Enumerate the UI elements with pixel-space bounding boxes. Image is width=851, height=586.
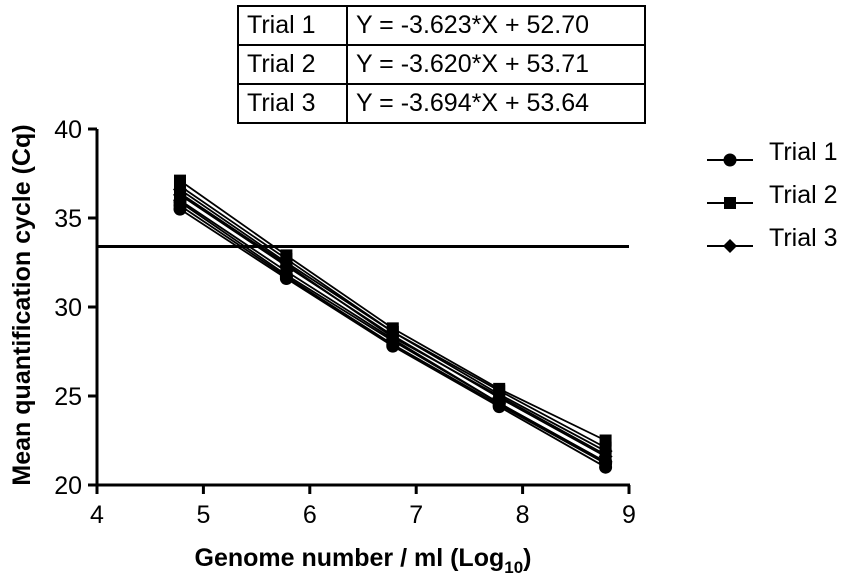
x-axis-label-subscript: 10 <box>504 558 523 577</box>
equation-text: Y = -3.623*X + 52.70 <box>346 5 646 46</box>
equation-trial-label: Trial 3 <box>237 83 348 124</box>
y-axis-label: Mean quantification cycle (Cq) <box>8 124 36 485</box>
legend: Trial 1 Trial 2 Trial 3 <box>705 138 851 267</box>
x-axis-label-main: Genome number / ml (Log <box>195 544 505 572</box>
y-tick-label: 35 <box>54 205 82 233</box>
equation-row: Trial 2 Y = -3.620*X + 53.71 <box>237 44 646 85</box>
x-axis-label-close: ) <box>523 544 531 572</box>
legend-item-trial-3: Trial 3 <box>705 224 851 267</box>
data-point-diamond <box>172 182 187 197</box>
legend-symbol-circle <box>707 153 753 167</box>
legend-item-trial-1: Trial 1 <box>705 138 851 181</box>
legend-item-trial-2: Trial 2 <box>705 181 851 224</box>
series-markers <box>172 174 613 474</box>
y-tick-label: 20 <box>54 472 82 500</box>
series-line <box>179 179 606 442</box>
data-point-diamond <box>598 444 613 459</box>
data-point-square <box>599 434 612 447</box>
x-tick-label: 6 <box>303 501 317 529</box>
equation-text: Y = -3.694*X + 53.64 <box>346 83 646 124</box>
x-axis-label: Genome number / ml (Log10) <box>195 544 532 577</box>
y-tick-label: 25 <box>54 383 82 411</box>
equation-row: Trial 1 Y = -3.623*X + 52.70 <box>237 5 646 46</box>
regression-equation-table: Trial 1 Y = -3.623*X + 52.70 Trial 2 Y =… <box>237 5 646 124</box>
x-tick-label: 4 <box>90 501 104 529</box>
legend-label: Trial 3 <box>769 224 838 252</box>
x-tick-label: 7 <box>409 501 423 529</box>
data-point-diamond <box>279 255 294 270</box>
x-tick-label: 5 <box>196 501 210 529</box>
legend-symbol-square <box>707 197 753 209</box>
legend-label: Trial 2 <box>769 181 838 209</box>
y-tick-label: 40 <box>54 116 82 144</box>
equation-trial-label: Trial 2 <box>237 44 348 85</box>
data-point-diamond <box>385 324 400 339</box>
data-point-square <box>280 249 293 262</box>
y-tick-label: 30 <box>54 294 82 322</box>
equation-row: Trial 3 Y = -3.694*X + 53.64 <box>237 83 646 124</box>
data-point-diamond <box>492 387 507 402</box>
x-tick-label: 8 <box>516 501 530 529</box>
equation-trial-label: Trial 1 <box>237 5 348 46</box>
legend-symbol-diamond <box>707 239 753 253</box>
legend-label: Trial 1 <box>769 138 838 166</box>
x-tick-label: 9 <box>622 501 636 529</box>
equation-text: Y = -3.620*X + 53.71 <box>346 44 646 85</box>
data-point-square <box>173 174 186 187</box>
